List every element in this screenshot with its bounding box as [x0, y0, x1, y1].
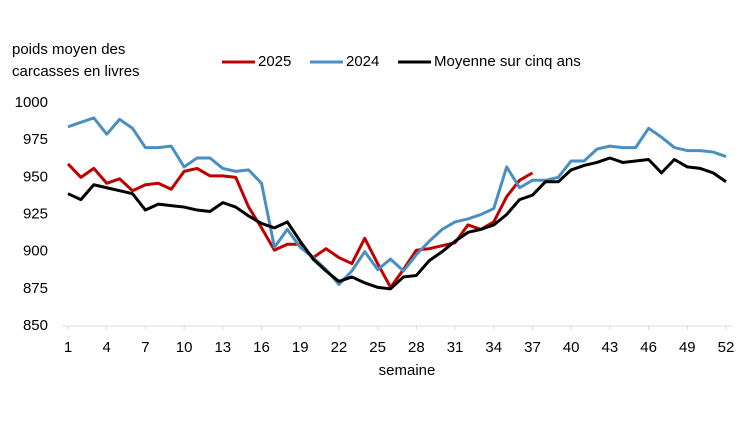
x-tick-label: 40 [563, 339, 580, 356]
x-tick-label: 25 [369, 339, 386, 356]
series-line [66, 162, 534, 289]
y-tick-label: 975 [23, 131, 48, 148]
legend-label: 2025 [258, 53, 291, 70]
y-axis-label: poids moyen des [12, 41, 125, 58]
x-tick-label: 43 [602, 339, 619, 356]
x-axis-label: semaine [379, 362, 436, 379]
x-tick-label: 4 [103, 339, 111, 356]
y-tick-label: 850 [23, 317, 48, 334]
y-tick-label: 900 [23, 243, 48, 260]
x-tick-label: 52 [718, 339, 735, 356]
x-tick-label: 1 [64, 339, 72, 356]
x-tick-label: 22 [331, 339, 348, 356]
x-tick-label: 28 [408, 339, 425, 356]
legend-label: Moyenne sur cinq ans [434, 53, 581, 70]
x-tick-label: 19 [292, 339, 309, 356]
x-tick-label: 46 [640, 339, 657, 356]
x-tick-label: 49 [679, 339, 696, 356]
series-line [67, 156, 727, 291]
x-tick-label: 13 [214, 339, 231, 356]
x-tick-label: 10 [176, 339, 193, 356]
y-tick-label: 1000 [15, 94, 48, 111]
y-tick-label: 875 [23, 280, 48, 297]
x-tick-label: 31 [447, 339, 464, 356]
x-tick-label: 34 [485, 339, 502, 356]
x-tick-label: 7 [141, 339, 149, 356]
x-tick-label: 16 [253, 339, 270, 356]
x-tick-label: 37 [524, 339, 541, 356]
series-line [67, 116, 727, 286]
y-tick-label: 925 [23, 205, 48, 222]
legend-label: 2024 [346, 53, 379, 70]
y-tick-label: 950 [23, 168, 48, 185]
y-axis-label: carcasses en livres [12, 63, 140, 80]
